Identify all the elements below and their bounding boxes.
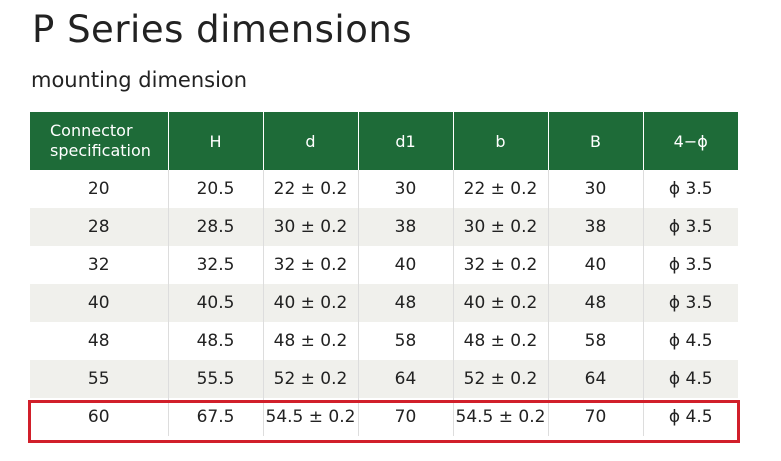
table-cell: 54.5 ± 0.2 (452, 398, 548, 436)
table-cell: 60 (87, 407, 110, 427)
table-cell: 40 (30, 284, 168, 322)
table-cell: 67.5 (167, 398, 263, 436)
table-cell: ϕ 3.5 (642, 246, 738, 284)
table-cell: 40 ± 0.2 (452, 284, 548, 322)
table-cell: 38 (547, 208, 643, 246)
table-cell: 52 ± 0.2 (262, 360, 358, 398)
table-row: 60 67.5 54.5 ± 0.2 70 54.5 ± 0.2 70 ϕ 4.5 (30, 398, 738, 436)
table-cell: ϕ 3.5 (642, 208, 738, 246)
table-cell: 28 (30, 208, 168, 246)
column-header: H (167, 112, 263, 170)
table-cell: 52 ± 0.2 (452, 360, 548, 398)
table-cell: 30 ± 0.2 (262, 208, 358, 246)
table-cell: 20.5 (167, 170, 263, 208)
table-cell: 38 (357, 208, 453, 246)
table-cell: 30 (357, 170, 453, 208)
table-cell: 70 (547, 398, 643, 436)
table-cell: 40.5 (167, 284, 263, 322)
table-row: 55 55.5 52 ± 0.2 64 52 ± 0.2 64 ϕ 4.5 (30, 360, 738, 398)
highlight-box (28, 400, 740, 443)
column-header: Connector specification (30, 112, 168, 170)
title: P Series dimensions (32, 8, 413, 51)
table-cell: 55.5 (167, 360, 263, 398)
table-row: 28 28.5 30 ± 0.2 38 30 ± 0.2 38 ϕ 3.5 (30, 208, 738, 246)
table-cell: 64 (547, 360, 643, 398)
table-body: 20 20.5 22 ± 0.2 30 22 ± 0.2 30 ϕ 3.5 28 28.5 30 … (30, 170, 738, 436)
table-cell: 40 ± 0.2 (262, 284, 358, 322)
table-row: 20 20.5 22 ± 0.2 30 22 ± 0.2 30 ϕ 3.5 (30, 170, 738, 208)
table-cell: 48 (357, 284, 453, 322)
table-cell: ϕ 4.5 (642, 398, 738, 436)
table-cell: 32 (87, 255, 110, 275)
table-cell: 48.5 (167, 322, 263, 360)
table-cell: 22 ± 0.2 (452, 170, 548, 208)
table-cell: 48 (547, 284, 643, 322)
table-cell: 48 ± 0.2 (452, 322, 548, 360)
table-cell: 58 (357, 322, 453, 360)
table-cell: ϕ 3.5 (642, 284, 738, 322)
table-cell: 40 (547, 246, 643, 284)
table-cell: 32 ± 0.2 (452, 246, 548, 284)
table-cell: ϕ 3.5 (642, 170, 738, 208)
table-cell: 32.5 (167, 246, 263, 284)
table-row: 40 40.5 40 ± 0.2 48 40 ± 0.2 48 ϕ 3.5 (30, 284, 738, 322)
table-cell: 30 ± 0.2 (452, 208, 548, 246)
table-row: 32 32.5 32 ± 0.2 40 32 ± 0.2 40 ϕ 3.5 (30, 246, 738, 284)
column-header: d (262, 112, 358, 170)
table-cell: 22 ± 0.2 (262, 170, 358, 208)
column-header: d1 (357, 112, 453, 170)
column-header: B (547, 112, 643, 170)
table-cell: ϕ 4.5 (642, 360, 738, 398)
table-cell: 64 (357, 360, 453, 398)
table-cell: 28.5 (167, 208, 263, 246)
table-cell: ϕ 4.5 (642, 322, 738, 360)
table-cell: 48 ± 0.2 (262, 322, 358, 360)
table-cell: 30 (547, 170, 643, 208)
column-header: b (452, 112, 548, 170)
table-cell: 48 (87, 331, 110, 351)
table-cell: 20 (87, 179, 110, 199)
table-cell: 70 (357, 398, 453, 436)
subtitle: mounting dimension (31, 68, 248, 92)
table-cell: 55 (30, 360, 168, 398)
table-row: 48 48.5 48 ± 0.2 58 48 ± 0.2 58 ϕ 4.5 (30, 322, 738, 360)
table-cell: 58 (547, 322, 643, 360)
table-cell: 54.5 ± 0.2 (262, 398, 358, 436)
column-header: 4−ϕ (642, 112, 738, 170)
table-cell: 32 ± 0.2 (262, 246, 358, 284)
table-cell: 40 (357, 246, 453, 284)
